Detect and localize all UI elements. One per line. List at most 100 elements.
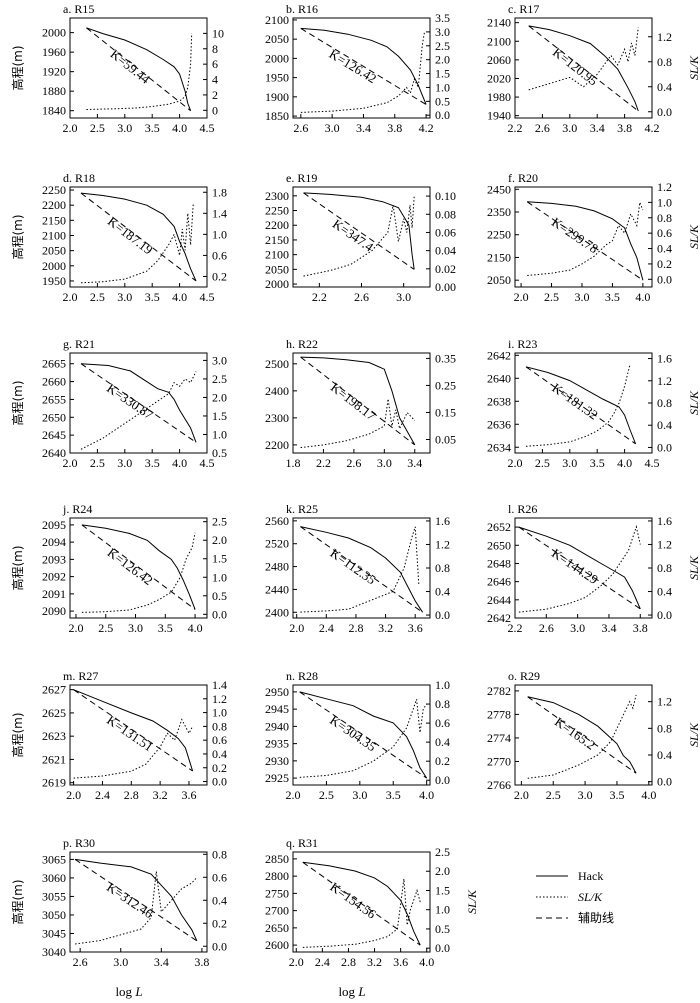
- chart-panel: k. R25 2.0 2.4 2.8 3.2 3.6 2400 2440 2480 2520 256…: [265, 502, 450, 635]
- series-hack-line: [302, 861, 421, 946]
- series-group: [299, 691, 428, 779]
- x-tick-label: 3.5: [590, 456, 605, 470]
- x-tick-label: 4.2: [645, 121, 660, 135]
- y-tick-label: 2094: [42, 535, 66, 549]
- x-axis-labels: log L log L: [115, 984, 365, 999]
- x-tick-label: 2.0: [68, 621, 83, 635]
- y-tick-label: 2200: [42, 198, 66, 212]
- y-tick-label: 1920: [42, 65, 66, 79]
- y2-tick-label: 0.0: [657, 440, 672, 454]
- chart-title: n. R28: [286, 669, 318, 683]
- y2-tick-label: 0.2: [212, 269, 227, 283]
- y2-tick-label: 0.4: [657, 418, 672, 432]
- y2-tick-label: 2.0: [435, 864, 450, 878]
- y-tick-label: 2650: [42, 410, 66, 424]
- y-tick-label: 2100: [487, 34, 511, 48]
- series-slk-line: [300, 526, 420, 613]
- y-tick-label: 2095: [42, 518, 66, 532]
- y2-tick-label: 3.5: [435, 11, 450, 25]
- series-slk-line: [527, 694, 637, 779]
- y2-tick-label: 1.5: [212, 409, 227, 423]
- y2-tick-label: 1.8: [212, 185, 227, 199]
- y2-tick-label: 2.5: [435, 845, 450, 859]
- series-hack-line: [300, 526, 424, 613]
- x-tick-label: 3.5: [386, 788, 401, 802]
- y2-tick-label: 2.5: [435, 39, 450, 53]
- y-tick-label: 2100: [265, 13, 289, 27]
- y2-tick-label: 0: [212, 103, 218, 117]
- y-tick-label: 2623: [42, 729, 66, 743]
- y-tick-label: 1850: [265, 109, 289, 123]
- k-value-label: K=347.4: [330, 216, 377, 255]
- y-tick-label: 2440: [265, 582, 289, 596]
- k-value-label: K=165.2: [552, 714, 598, 753]
- y2-tick-label: 0.35: [435, 351, 456, 365]
- y-tick-label: 2520: [265, 537, 289, 551]
- series-auxiliary-line: [528, 25, 639, 112]
- series-auxiliary-line: [74, 858, 198, 942]
- chart-title: m. R27: [63, 669, 98, 683]
- y2-tick-label: 0.6: [212, 733, 227, 747]
- y2-tick-label: 0.8: [212, 719, 227, 733]
- y2-tick-label: 0.4: [435, 735, 450, 749]
- k-value-label: K=312.46: [104, 879, 156, 921]
- y-axis-label-elevation: 高程(m): [10, 712, 25, 757]
- x-tick-label: 3.4: [590, 121, 605, 135]
- series-group: [528, 25, 639, 112]
- y-tick-label: 2625: [42, 706, 66, 720]
- y-tick-label: 3050: [42, 908, 66, 922]
- x-axis-label-left: log L: [115, 984, 142, 999]
- chart-panel: f. R20 2.0 2.5 3.0 3.5 4.0 2050 2150 2250 2350 245…: [487, 171, 700, 304]
- y-tick-label: 2634: [487, 440, 511, 454]
- chart-panel: j. R24 2.0 2.5 3.0 3.5 4.0 2090 2091 2092 2093 209…: [10, 502, 227, 635]
- series-hack-line: [75, 858, 198, 942]
- legend-label-slk: SL/K: [578, 890, 603, 904]
- series-slk-line: [303, 196, 415, 277]
- x-tick-label: 2.0: [289, 955, 304, 969]
- y-tick-label: 2091: [42, 587, 66, 601]
- k-value-label: K=126.42: [105, 545, 156, 588]
- y-axis-label-elevation: 高程(m): [10, 380, 25, 425]
- y-tick-label: 2450: [487, 182, 511, 196]
- y2-tick-label: 1.5: [435, 67, 450, 81]
- plot-frame: [292, 851, 431, 953]
- y2-tick-label: 2: [212, 88, 218, 102]
- x-tick-label: 3.4: [154, 955, 169, 969]
- y-axis-label-slk: SL/K: [465, 889, 479, 914]
- y2-tick-label: 0.00: [435, 280, 456, 294]
- y2-tick-label: 0.08: [435, 207, 456, 221]
- k-value-label: K=112.35: [328, 545, 379, 587]
- y2-tick-label: 0.8: [657, 211, 672, 225]
- x-tick-label: 2.6: [539, 621, 554, 635]
- series-auxiliary-line: [300, 356, 416, 446]
- y2-tick-label: 1.0: [212, 227, 227, 241]
- y2-tick-label: 1.0: [435, 678, 450, 692]
- x-tick-label: 3.8: [194, 955, 209, 969]
- y2-tick-label: 0.0: [435, 941, 450, 955]
- y2-tick-label: 0.2: [435, 754, 450, 768]
- x-tick-label: 2.8: [348, 621, 363, 635]
- y2-tick-label: 1.0: [212, 427, 227, 441]
- x-tick-label: 3.0: [117, 456, 132, 470]
- y2-tick-label: 2.0: [212, 533, 227, 547]
- y-axis-label-slk: SL/K: [687, 722, 700, 747]
- y-tick-label: 2060: [487, 53, 511, 67]
- k-value-label: K=144.29: [549, 545, 601, 587]
- y2-tick-label: 1.2: [657, 30, 672, 44]
- x-tick-label: 4.0: [641, 788, 656, 802]
- x-tick-label: 3.5: [609, 788, 624, 802]
- x-tick-label: 4.2: [419, 121, 434, 135]
- plot-frame: [69, 186, 208, 288]
- series-group: [300, 27, 427, 113]
- x-tick-label: 2.5: [90, 290, 105, 304]
- series-slk-line: [86, 33, 193, 110]
- y2-tick-label: 1.5: [212, 552, 227, 566]
- series-slk-line: [73, 718, 194, 779]
- x-tick-label: 3.2: [378, 621, 393, 635]
- chart-panel: g. R21 2.0 2.5 3.0 3.5 4.0 4.5 2640 2645 2650 2655…: [10, 337, 227, 470]
- x-tick-label: 3.4: [356, 121, 371, 135]
- y2-tick-label: 0.10: [435, 189, 456, 203]
- y-tick-label: 2925: [265, 771, 289, 785]
- x-tick-label: 3.0: [377, 456, 392, 470]
